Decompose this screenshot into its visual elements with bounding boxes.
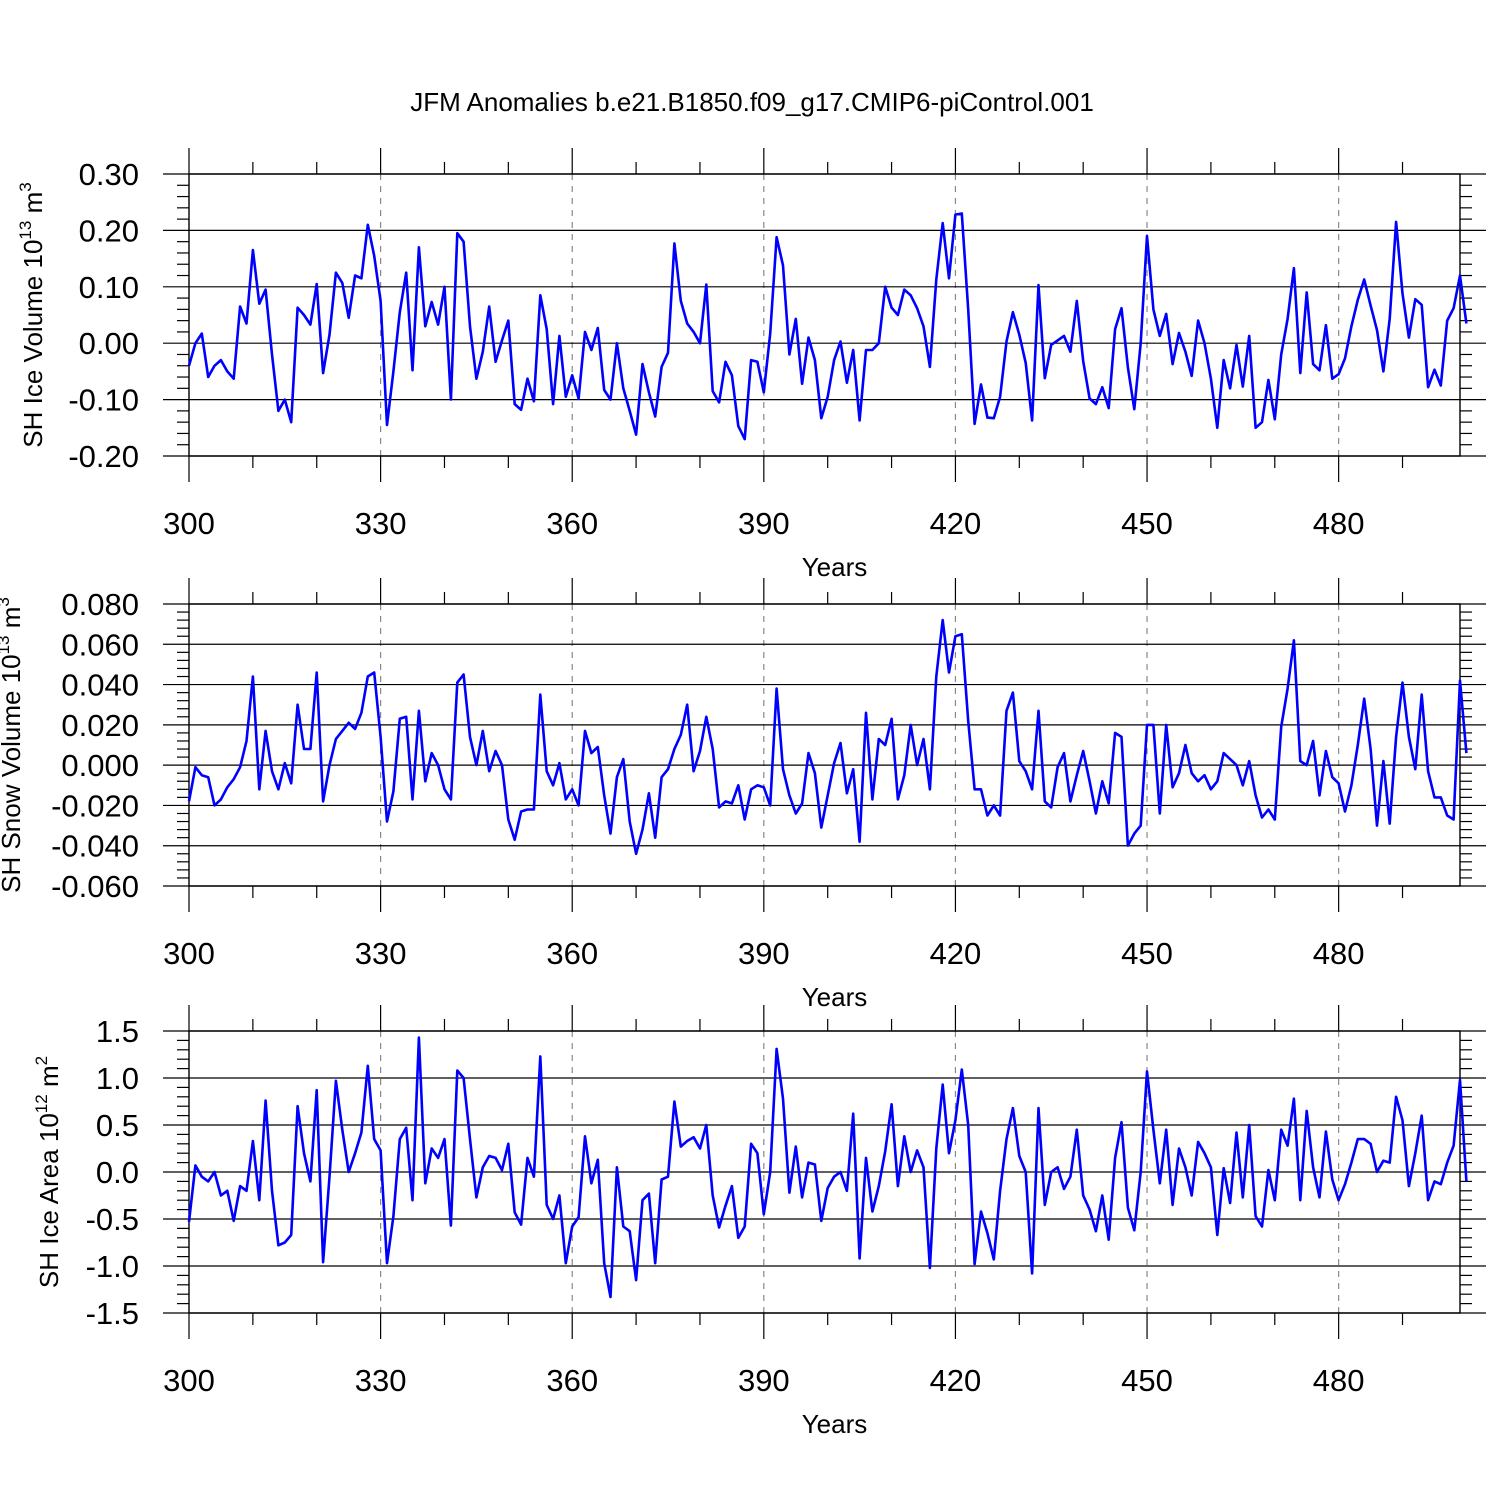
x-tick-label: 420 [930, 936, 982, 971]
x-tick-label: 420 [930, 1363, 982, 1398]
y-tick-label: -0.020 [51, 788, 139, 823]
x-axis-label: Years [802, 1409, 868, 1439]
y-tick-label: -1.5 [86, 1296, 139, 1331]
x-tick-label: 390 [738, 1363, 790, 1398]
x-tick-label: 300 [163, 1363, 215, 1398]
panel-snow-volume: 300 330 360 390 420 450 480 Years -0.060 -0.040 -0… [0, 578, 1486, 1012]
y-tick-label: 0.060 [61, 627, 139, 662]
panel-ice-volume: 300 330 360 390 420 450 480 Years -0.20 -0.10 0.00… [16, 148, 1486, 582]
series-line [187, 212, 1468, 441]
y-tick-label: 1.5 [96, 1014, 139, 1049]
x-tick-label: 450 [1121, 506, 1173, 541]
y-tick-label: -0.040 [51, 829, 139, 864]
y-tick-label: 0.080 [61, 587, 139, 622]
y-tick-label: 0.00 [79, 326, 139, 361]
x-tick-label: 360 [546, 936, 598, 971]
y-tick-label: 0.10 [79, 270, 139, 305]
y-tick-label: -0.20 [68, 439, 139, 474]
series-line [187, 1036, 1468, 1299]
plot-frame [188, 603, 1461, 887]
y-tick-label: 0.5 [96, 1108, 139, 1143]
chart-title: JFM Anomalies b.e21.B1850.f09_g17.CMIP6-… [410, 87, 1094, 117]
x-tick-label: 390 [738, 936, 790, 971]
panel-ice-area: 300 330 360 390 420 450 480 Years -1.5 -1.0 -0.5 0.… [32, 1005, 1486, 1439]
x-tick-label: 300 [163, 936, 215, 971]
x-tick-label: 330 [355, 506, 407, 541]
series-line [187, 618, 1468, 856]
x-tick-label: 390 [738, 506, 790, 541]
y-tick-label: 0.020 [61, 708, 139, 743]
x-tick-label: 330 [355, 1363, 407, 1398]
y-tick-label: 0.0 [96, 1155, 139, 1190]
y-tick-label: 0.30 [79, 157, 139, 192]
x-tick-label: 450 [1121, 936, 1173, 971]
y-tick-label: 0.040 [61, 668, 139, 703]
y-axis-label: SH Ice Volume 1013 m3 [16, 182, 48, 447]
x-tick-label: 450 [1121, 1363, 1173, 1398]
x-tick-label: 480 [1313, 506, 1365, 541]
y-tick-label: 0.20 [79, 213, 139, 248]
x-axis-label: Years [802, 552, 868, 582]
y-tick-label: -0.060 [51, 869, 139, 904]
y-tick-label: -0.5 [86, 1202, 139, 1237]
y-axis-label: SH Ice Area 1012 m2 [32, 1056, 64, 1288]
x-tick-label: 480 [1313, 1363, 1365, 1398]
y-tick-label: 1.0 [96, 1061, 139, 1096]
x-tick-label: 360 [546, 506, 598, 541]
x-tick-label: 300 [163, 506, 215, 541]
y-tick-label: 0.000 [61, 748, 139, 783]
y-tick-label: -1.0 [86, 1249, 139, 1284]
x-tick-label: 420 [930, 506, 982, 541]
plot-frame [188, 173, 1461, 457]
x-axis-label: Years [802, 982, 868, 1012]
x-tick-label: 480 [1313, 936, 1365, 971]
x-tick-label: 330 [355, 936, 407, 971]
x-tick-label: 360 [546, 1363, 598, 1398]
y-axis-label: SH Snow Volume 1013 m3 [0, 597, 26, 893]
y-tick-label: -0.10 [68, 383, 139, 418]
